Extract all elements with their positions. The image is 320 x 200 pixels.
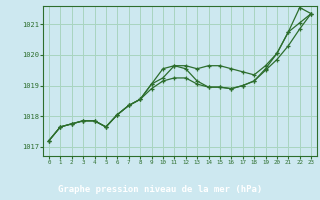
Text: Graphe pression niveau de la mer (hPa): Graphe pression niveau de la mer (hPa)	[58, 185, 262, 194]
